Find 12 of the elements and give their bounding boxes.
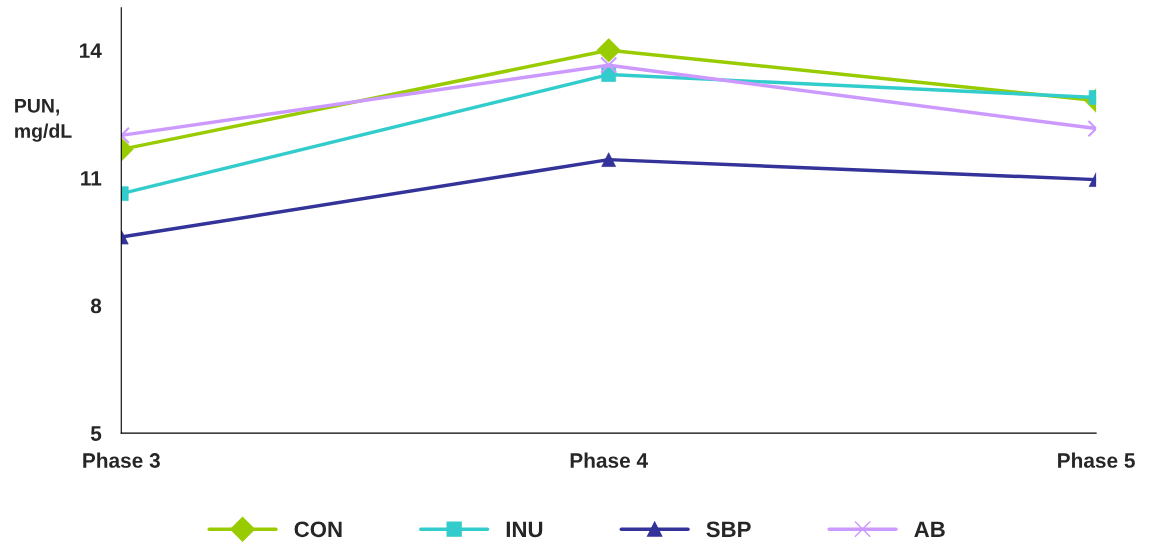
y-tick-label: 5 (90, 426, 102, 441)
y-tick-label: 8 (90, 298, 102, 314)
x-tick-label: Phase 3 (83, 452, 160, 468)
y-axis-title: PUN, mg/dL (15, 99, 72, 142)
legend-label: INU (506, 521, 543, 538)
y-tick-label: 11 (81, 171, 102, 186)
y-tick-label: 14 (79, 43, 102, 58)
legend-label: CON (294, 521, 342, 538)
legend-label: AB (914, 521, 945, 537)
x-tick-label: Phase 4 (570, 452, 648, 468)
x-tick-label: Phase 5 (1058, 452, 1135, 468)
legend-label: SBP (706, 521, 751, 538)
